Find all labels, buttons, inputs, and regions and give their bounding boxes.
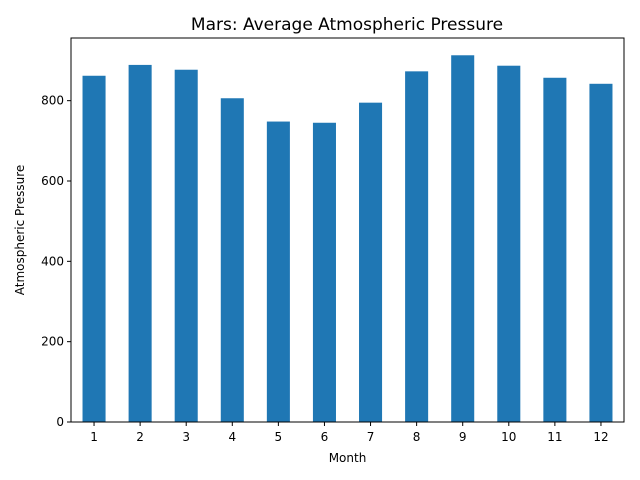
plot-frame xyxy=(70,37,625,423)
bar-month-9 xyxy=(451,55,475,422)
bar-month-2 xyxy=(128,64,152,422)
y-tick-label: 800 xyxy=(41,94,64,108)
y-axis-label: Atmospheric Pressure xyxy=(13,165,27,296)
bar-month-4 xyxy=(220,98,244,423)
x-tick-label: 7 xyxy=(367,430,375,444)
bar-month-12 xyxy=(589,83,613,422)
x-tick-label: 1 xyxy=(90,430,98,444)
x-tick-label: 6 xyxy=(321,430,329,444)
bar-month-1 xyxy=(82,75,106,422)
bar-month-8 xyxy=(405,71,429,422)
y-tick-label: 0 xyxy=(56,415,64,429)
bar-month-5 xyxy=(266,121,290,422)
x-tick-label: 3 xyxy=(182,430,190,444)
x-tick-label: 11 xyxy=(547,430,562,444)
x-tick-label: 4 xyxy=(228,430,236,444)
x-tick-label: 10 xyxy=(501,430,516,444)
bar-month-11 xyxy=(543,77,567,423)
bars-group xyxy=(82,55,613,423)
bar-month-7 xyxy=(359,102,383,422)
x-tick-label: 9 xyxy=(459,430,467,444)
x-axis-label: Month xyxy=(329,451,367,465)
bar-month-6 xyxy=(312,122,336,422)
y-axis-ticks: 0 200 400 600 800 xyxy=(41,94,71,429)
y-tick-label: 600 xyxy=(41,174,64,188)
bar-month-3 xyxy=(174,69,198,423)
y-tick-label: 200 xyxy=(41,335,64,349)
bar-month-10 xyxy=(497,65,521,422)
y-tick-label: 400 xyxy=(41,254,64,268)
x-tick-label: 12 xyxy=(593,430,608,444)
x-tick-label: 2 xyxy=(136,430,144,444)
x-tick-label: 8 xyxy=(413,430,421,444)
x-axis-ticks: 1 2 3 4 5 6 7 8 9 10 11 12 xyxy=(90,422,609,444)
chart-title: Mars: Average Atmospheric Pressure xyxy=(191,15,503,35)
x-tick-label: 5 xyxy=(275,430,283,444)
